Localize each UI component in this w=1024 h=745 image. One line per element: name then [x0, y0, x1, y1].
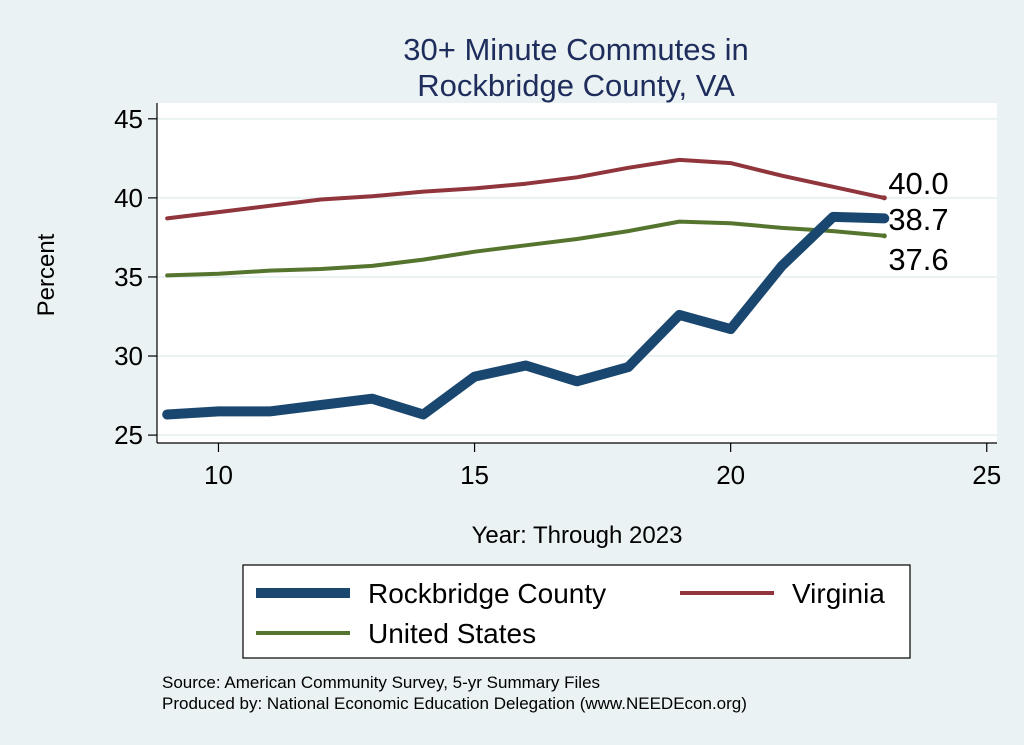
x-tick-label: 15 — [460, 460, 489, 490]
plot-area — [157, 103, 997, 443]
source-line-2: Produced by: National Economic Education… — [162, 694, 747, 713]
y-tick-label: 35 — [114, 262, 143, 292]
chart-title: 30+ Minute Commutes in Rockbridge County… — [403, 32, 748, 103]
legend-label: Rockbridge County — [368, 578, 606, 609]
x-axis-label: Year: Through 2023 — [472, 522, 683, 549]
end-label-rockbridge-county: 38.7 — [888, 202, 948, 237]
y-tick-label: 25 — [114, 420, 143, 450]
end-labels: 38.740.0 37.6 — [881, 166, 949, 277]
end-label-united-states: 37.6 — [888, 242, 948, 277]
gridlines — [157, 117, 997, 437]
legend: Rockbridge County Virginia United States — [242, 564, 911, 659]
x-tick-label: 25 — [972, 460, 1001, 490]
series-line-virginia — [165, 157, 887, 221]
legend-label: United States — [368, 618, 536, 649]
x-tick-label: 10 — [204, 460, 233, 490]
y-tick-label: 30 — [114, 341, 143, 371]
series-endpoint — [881, 215, 887, 221]
y-tick-label: 45 — [114, 104, 143, 134]
series-endpoint — [881, 233, 887, 239]
axes: 25 30 35 40 45 10 15 20 25 — [114, 103, 1001, 490]
legend-box — [242, 564, 911, 659]
source-line-1: Source: American Community Survey, 5-yr … — [162, 673, 600, 692]
chart-title-line-2: Rockbridge County, VA — [417, 68, 735, 103]
series-line-rockbridge-county — [162, 211, 890, 420]
series-line-united-states — [165, 219, 887, 278]
x-tick-label: 20 — [716, 460, 745, 490]
y-tick-label: 40 — [114, 183, 143, 213]
chart-title-line-1: 30+ Minute Commutes in — [403, 32, 748, 67]
end-label-virginia: 40.0 — [888, 166, 948, 201]
legend-label: Virginia — [792, 578, 885, 609]
series-lines — [162, 157, 890, 420]
source-note: Source: American Community Survey, 5-yr … — [162, 673, 747, 713]
series-endpoint — [881, 195, 887, 201]
y-axis-label: Percent — [33, 233, 60, 316]
